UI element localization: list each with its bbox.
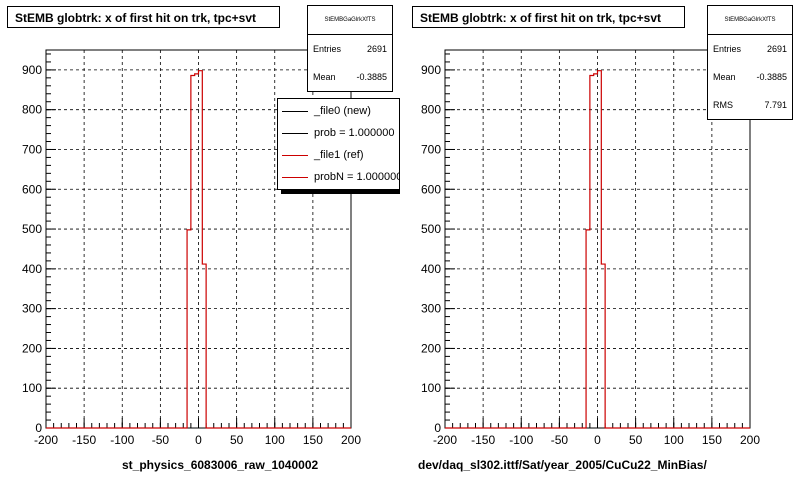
y-tick-label: 700 [421, 142, 441, 156]
left-stats-entries-label: Entries [313, 44, 342, 54]
left-stats-box: StEMBGaGlrkXfTS Entries 2691 Mean -0.388… [307, 5, 393, 92]
y-tick-label: 0 [434, 421, 441, 435]
legend-entry: probN = 1.000000 [278, 167, 400, 187]
right-histogram-plot: -200 -150 -100 -50 0 50 100 150 200 0 100 200 300 400… [421, 49, 760, 447]
y-tick-label: 500 [22, 222, 42, 236]
x-tick-label: -150 [471, 433, 495, 447]
y-tick-label: 800 [22, 103, 42, 117]
y-tick-label: 200 [22, 341, 42, 355]
legend-swatch [282, 177, 308, 178]
y-tick-label: 700 [22, 142, 42, 156]
legend-entry: _file0 (new) [278, 101, 399, 121]
y-tick-label: 400 [22, 262, 42, 276]
x-tick-label: 0 [594, 433, 601, 447]
right-panel: -200 -150 -100 -50 0 50 100 150 200 0 100 200 300 400… [400, 0, 800, 480]
right-stats-row: Mean -0.3885 [708, 63, 792, 91]
y-tick-label: 900 [421, 63, 441, 77]
legend-box: _file0 (new) prob = 1.000000 _file1 (ref… [277, 98, 400, 190]
y-tick-label: 300 [22, 302, 42, 316]
legend-swatch [282, 133, 308, 134]
left-histogram-plot: -200 -150 -100 -50 0 50 100 150 200 0 100 200 300 400… [22, 49, 361, 447]
x-tick-label: 150 [303, 433, 323, 447]
right-stats-rms-value: 7.791 [764, 100, 787, 110]
histogram-series [46, 70, 351, 429]
left-stats-row: Mean -0.3885 [308, 63, 392, 91]
legend-swatch [282, 111, 308, 112]
y-tick-label: 300 [421, 302, 441, 316]
left-stats-name: StEMBGaGlrkXfTS [308, 6, 392, 35]
x-tick-label: -150 [72, 433, 96, 447]
legend-entry: prob = 1.000000 [278, 123, 399, 143]
x-tick-label: -50 [551, 433, 569, 447]
right-stats-row: RMS 7.791 [708, 91, 792, 119]
y-tick-label: 200 [421, 341, 441, 355]
legend-swatch [282, 155, 308, 156]
x-tick-label: -50 [152, 433, 170, 447]
x-tick-label: 100 [664, 433, 684, 447]
right-stats-name: StEMBGaGlrkXfTS [708, 6, 792, 35]
x-tick-label: 200 [740, 433, 760, 447]
right-stats-row: Entries 2691 [708, 35, 792, 63]
y-tick-label: 600 [421, 182, 441, 196]
y-tick-label: 400 [421, 262, 441, 276]
x-tick-label: 200 [341, 433, 361, 447]
x-tick-label: -100 [509, 433, 533, 447]
right-stats-box: StEMBGaGlrkXfTS Entries 2691 Mean -0.388… [707, 5, 793, 120]
x-tick-label: 0 [195, 433, 202, 447]
right-stats-rms-label: RMS [713, 100, 733, 110]
x-tick-label: -200 [34, 433, 58, 447]
y-tick-label: 600 [22, 182, 42, 196]
x-tick-label: 50 [629, 433, 643, 447]
x-tick-label: -100 [110, 433, 134, 447]
x-tick-label: 100 [265, 433, 285, 447]
left-stats-entries-value: 2691 [366, 44, 387, 54]
right-stats-entries-label: Entries [713, 44, 742, 54]
y-tick-label: 100 [421, 381, 441, 395]
right-x-caption: dev/daq_sl302.ittf/Sat/year_2005/CuCu22_… [418, 458, 707, 472]
y-tick-label: 100 [22, 381, 42, 395]
left-x-caption: st_physics_6083006_raw_1040002 [122, 458, 319, 472]
legend-shadow [281, 190, 400, 194]
legend-entry: _file1 (ref) [278, 145, 399, 165]
left-panel: -200 -150 -100 -50 0 50 100 150 200 0 100 200 300 400… [7, 5, 400, 472]
x-tick-label: 150 [702, 433, 722, 447]
right-stats-mean-value: -0.3885 [756, 72, 787, 82]
legend-label: prob = 1.000000 [314, 127, 395, 139]
y-tick-label: 900 [22, 63, 42, 77]
y-tick-label: 800 [421, 103, 441, 117]
legend-label: _file0 (new) [314, 105, 371, 117]
right-stats-mean-label: Mean [713, 72, 736, 82]
left-stats-mean-label: Mean [313, 72, 336, 82]
histogram-series [445, 70, 750, 429]
x-tick-label: 50 [230, 433, 244, 447]
left-stats-row: Entries 2691 [308, 35, 392, 63]
left-stats-mean-value: -0.3885 [356, 72, 387, 82]
x-tick-label: -200 [433, 433, 457, 447]
left-plot-title: StEMB globtrk: x of first hit on trk, tp… [7, 6, 280, 28]
right-plot-title: StEMB globtrk: x of first hit on trk, tp… [412, 6, 685, 28]
y-tick-label: 0 [35, 421, 42, 435]
y-tick-label: 500 [421, 222, 441, 236]
legend-label: probN = 1.000000 [314, 171, 400, 183]
right-stats-entries-value: 2691 [766, 44, 787, 54]
legend-label: _file1 (ref) [314, 149, 364, 161]
